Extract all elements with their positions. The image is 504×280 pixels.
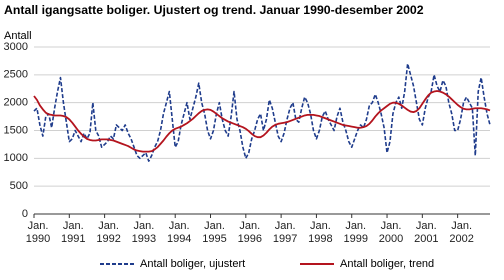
legend-swatch: [300, 263, 334, 265]
y-tick-label: 500: [10, 180, 28, 192]
x-tick-label: Jan. 1994: [166, 220, 192, 245]
x-tick-label: Jan. 1996: [237, 220, 263, 245]
y-tick-label: 0: [22, 208, 28, 220]
legend-item: Antall boliger, ujustert: [100, 258, 245, 270]
legend-label: Antall boliger, trend: [340, 258, 435, 270]
y-tick-label: 1000: [4, 152, 28, 164]
series-line: [33, 90, 491, 153]
x-tick-label: Jan. 2002: [449, 220, 474, 245]
y-axis-label: Antall: [4, 30, 32, 42]
x-tick-label: Jan. 1993: [131, 220, 157, 245]
x-tick-label: Jan. 2001: [414, 220, 439, 245]
series-line: [33, 62, 491, 162]
x-tick-label: Jan. 1995: [202, 220, 227, 245]
legend-item: Antall boliger, trend: [300, 258, 434, 270]
x-tick-label: Jan. 1998: [308, 220, 333, 245]
x-tick-label: Jan. 1999: [343, 220, 368, 245]
y-tick-label: 3000: [4, 41, 28, 53]
legend-label: Antall boliger, ujustert: [140, 258, 246, 270]
x-tick-label: Jan. 1992: [96, 220, 121, 245]
y-tick-label: 2500: [4, 69, 28, 81]
legend-swatch: [100, 263, 134, 265]
y-tick-label: 1500: [4, 124, 28, 136]
x-tick-label: Jan. 1997: [272, 220, 298, 245]
x-tick-label: Jan. 1991: [61, 220, 86, 245]
y-tick-label: 2000: [4, 97, 28, 109]
x-tick-label: Jan. 1990: [25, 220, 51, 245]
chart-title: Antall igangsatte boliger. Ujustert og t…: [4, 3, 424, 17]
x-tick-label: Jan. 2000: [378, 220, 404, 245]
